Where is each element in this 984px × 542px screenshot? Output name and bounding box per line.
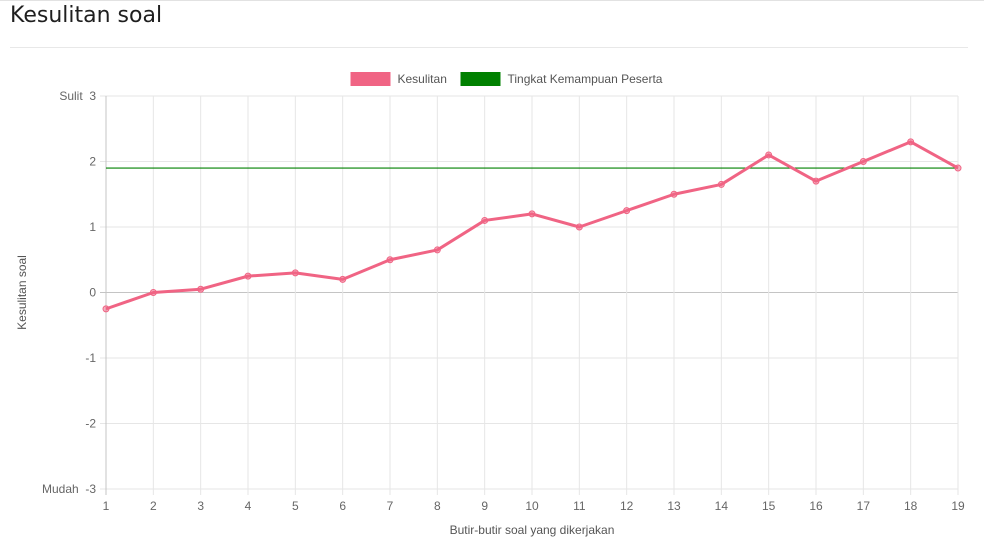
x-tick-label: 17 [857, 499, 871, 513]
top-border [0, 0, 984, 1]
legend-swatch-kemampuan [460, 72, 501, 86]
chart-legend: Kesulitan Tingkat Kemampuan Peserta [350, 72, 663, 86]
chart-series [102, 138, 962, 313]
y-tick-label: -1 [85, 351, 96, 365]
data-point [386, 256, 394, 264]
legend-swatch-kesulitan [350, 72, 391, 86]
y-tick-label: Sulit 3 [59, 89, 96, 103]
data-point [907, 138, 915, 146]
x-tick-label: 15 [762, 499, 776, 513]
y-axis-ticks: Sulit 3 2 1 0 -1 -2 Mudah -3 [42, 89, 96, 496]
x-tick-label: 19 [951, 499, 965, 513]
data-point [717, 180, 725, 188]
x-tick-label: 18 [904, 499, 918, 513]
chart-grid [100, 95, 959, 495]
page-title: Kesulitan soal [10, 3, 163, 28]
data-point [575, 223, 583, 231]
data-point [149, 289, 157, 296]
x-tick-label: 6 [339, 499, 346, 513]
x-tick-label: 13 [667, 499, 681, 513]
x-axis-title: Butir-butir soal yang dikerjakan [450, 523, 615, 537]
data-point [765, 151, 773, 159]
x-tick-label: 2 [150, 499, 157, 513]
x-tick-label: 11 [573, 499, 586, 513]
y-axis-title: Kesulitan soal [15, 255, 29, 330]
x-tick-label: 16 [809, 499, 823, 513]
data-point [528, 210, 536, 218]
y-tick-label: 2 [89, 155, 96, 169]
x-tick-label: 3 [197, 499, 204, 513]
data-point [812, 177, 820, 185]
x-tick-label: 7 [387, 499, 394, 513]
legend-label-kesulitan: Kesulitan [398, 72, 447, 86]
y-tick-label: 1 [89, 220, 96, 234]
x-tick-label: 4 [245, 499, 252, 513]
x-tick-label: 10 [525, 499, 539, 513]
x-tick-label: 5 [292, 499, 299, 513]
y-tick-label: 0 [89, 286, 96, 300]
x-tick-label: 14 [715, 499, 729, 513]
data-point [859, 158, 867, 165]
data-point [670, 190, 678, 198]
data-point [291, 269, 299, 277]
x-tick-label: 12 [620, 499, 634, 513]
data-point [623, 207, 631, 215]
legend-label-kemampuan: Tingkat Kemampuan Peserta [508, 72, 663, 86]
data-point [954, 164, 962, 172]
x-tick-label: 1 [103, 499, 110, 513]
x-tick-label: 8 [434, 499, 441, 513]
data-point [481, 216, 489, 224]
x-tick-label: 9 [481, 499, 488, 513]
data-point [433, 246, 441, 254]
x-axis-ticks: 1 2 3 4 5 6 7 8 9 10 11 12 13 14 15 16 17 18 19 [103, 499, 965, 513]
title-divider [10, 47, 968, 48]
y-tick-label: -2 [85, 417, 96, 431]
data-point [339, 275, 347, 283]
data-point [102, 305, 110, 313]
data-point [244, 272, 252, 280]
y-tick-label: Mudah -3 [42, 482, 96, 496]
data-point [197, 285, 205, 293]
